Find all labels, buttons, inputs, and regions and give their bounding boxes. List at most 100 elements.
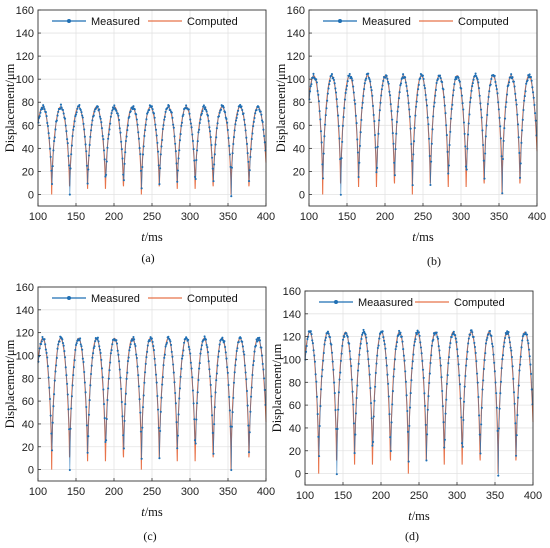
x-tick-label: 350 (490, 211, 508, 223)
x-tick-label: 300 (448, 490, 466, 502)
x-tick-label: 150 (338, 211, 356, 223)
series-measured-line (38, 103, 266, 197)
x-tick-label: 400 (524, 490, 542, 502)
series-measured-line (309, 72, 537, 195)
x-tick-label: 250 (414, 211, 432, 223)
x-tick-label: 100 (300, 211, 318, 223)
panel-caption: (d) (405, 529, 419, 543)
x-axis-label: t/ms (141, 230, 163, 244)
legend: Measured Computed (52, 293, 238, 305)
legend-measured-label: Measured (91, 16, 140, 28)
x-axis-label: t/ms (141, 505, 163, 519)
y-tick-label: 120 (16, 328, 34, 340)
x-tick-label: 400 (257, 486, 275, 498)
panel-caption: (a) (141, 251, 154, 265)
legend-computed-label: Computed (187, 16, 238, 28)
x-tick-label: 250 (143, 486, 161, 498)
y-tick-label: 20 (289, 446, 301, 458)
legend-measured-marker (67, 296, 71, 300)
y-axis-label: Displacement/μm (3, 63, 17, 152)
x-tick-label: 300 (181, 486, 199, 498)
y-tick-label: 0 (295, 469, 301, 481)
y-tick-label: 140 (287, 28, 305, 40)
y-tick-label: 0 (299, 189, 305, 201)
x-tick-label: 100 (29, 211, 47, 223)
y-tick-label: 80 (293, 97, 305, 109)
y-tick-label: 100 (16, 350, 34, 362)
legend-measured-marker (334, 300, 338, 304)
x-tick-label: 350 (219, 211, 237, 223)
y-tick-label: 120 (287, 51, 305, 63)
y-tick-label: 160 (287, 5, 305, 17)
x-tick-label: 150 (67, 486, 85, 498)
y-tick-label: 20 (22, 442, 34, 454)
y-tick-label: 80 (22, 373, 34, 385)
legend: Measured Computed (52, 16, 238, 28)
y-tick-label: 160 (16, 282, 34, 294)
y-tick-label: 80 (289, 377, 301, 389)
series-measured-line (38, 335, 266, 471)
x-tick-label: 200 (105, 486, 123, 498)
y-tick-label: 100 (283, 354, 301, 366)
y-tick-label: 60 (22, 396, 34, 408)
y-tick-label: 100 (16, 74, 34, 86)
y-tick-label: 60 (293, 120, 305, 132)
legend-computed-label: Computed (454, 297, 505, 309)
y-tick-label: 60 (22, 120, 34, 132)
chart-panel-c: 100 150 200 250 300 350 400 0 20 40 60 80 100 120 140 1… (3, 282, 275, 543)
panel-caption: (b) (427, 254, 441, 268)
legend-measured-marker (338, 19, 342, 23)
y-tick-label: 20 (293, 166, 305, 178)
legend-computed-label: Computed (187, 293, 238, 305)
chart-panel-d: 100 150 200 250 300 350 400 0 20 40 60 80 100 120 140 1… (270, 286, 542, 543)
x-tick-label: 150 (334, 490, 352, 502)
x-tick-label: 400 (528, 211, 546, 223)
y-tick-label: 40 (293, 143, 305, 155)
x-tick-label: 350 (219, 486, 237, 498)
legend: Measured Computed (323, 16, 509, 28)
legend: Meaasured Computed (319, 297, 505, 309)
x-tick-label: 200 (376, 211, 394, 223)
legend-measured-label: Meaasured (358, 297, 413, 309)
legend-computed-label: Computed (458, 16, 509, 28)
y-tick-label: 40 (22, 143, 34, 155)
panel-caption: (c) (143, 529, 156, 543)
chart-panel-a: 100 150 200 250 300 350 400 0 20 40 60 80 100 120 140 1… (3, 5, 275, 265)
legend-measured-label: Measured (91, 293, 140, 305)
y-tick-label: 140 (16, 28, 34, 40)
y-tick-label: 40 (22, 419, 34, 431)
x-tick-label: 250 (410, 490, 428, 502)
y-axis-label: Displacement/μm (3, 339, 17, 428)
y-tick-label: 0 (28, 465, 34, 477)
y-tick-label: 120 (283, 332, 301, 344)
y-tick-label: 120 (16, 51, 34, 63)
y-tick-label: 60 (289, 400, 301, 412)
series-measured (304, 328, 534, 477)
chart-panel-b: 100 150 200 250 300 350 400 0 20 40 60 80 100 120 140 1… (274, 5, 546, 268)
y-tick-label: 0 (28, 189, 34, 201)
x-tick-label: 100 (296, 490, 314, 502)
y-axis-label: Displacement/μm (270, 343, 284, 432)
y-tick-label: 100 (287, 74, 305, 86)
y-axis-label: Displacement/μm (274, 63, 288, 152)
legend-measured-marker (67, 19, 71, 23)
x-tick-label: 350 (486, 490, 504, 502)
x-tick-label: 250 (143, 211, 161, 223)
y-tick-label: 140 (16, 305, 34, 317)
x-axis-label: t/ms (408, 509, 430, 523)
y-tick-label: 160 (16, 5, 34, 17)
x-tick-label: 200 (372, 490, 390, 502)
x-tick-label: 100 (29, 486, 47, 498)
legend-measured-label: Measured (362, 16, 411, 28)
x-tick-label: 150 (67, 211, 85, 223)
x-tick-label: 400 (257, 211, 275, 223)
y-tick-label: 160 (283, 286, 301, 298)
series-measured-line (305, 328, 533, 476)
x-axis-label: t/ms (412, 230, 434, 244)
y-tick-label: 40 (289, 423, 301, 435)
x-tick-label: 200 (105, 211, 123, 223)
y-tick-label: 140 (283, 309, 301, 321)
y-tick-label: 20 (22, 166, 34, 178)
y-tick-label: 80 (22, 97, 34, 109)
